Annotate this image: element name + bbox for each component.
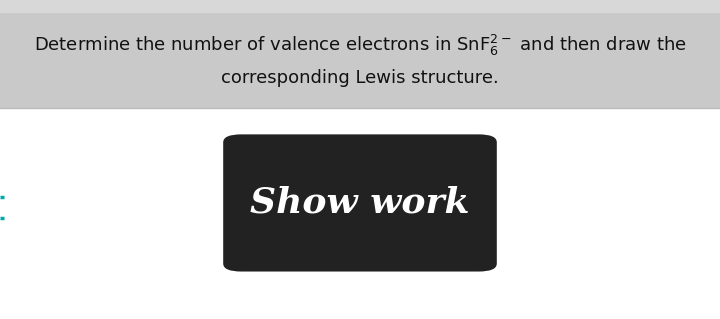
- Text: corresponding Lewis structure.: corresponding Lewis structure.: [221, 69, 499, 87]
- Text: Show work: Show work: [251, 186, 469, 220]
- Bar: [0, 0, 720, 13]
- Bar: [0, 0, 720, 108]
- Text: Determine the number of valence electrons in $\mathregular{SnF_6^{2-}}$ and then: Determine the number of valence electron…: [34, 33, 686, 58]
- FancyBboxPatch shape: [223, 134, 497, 271]
